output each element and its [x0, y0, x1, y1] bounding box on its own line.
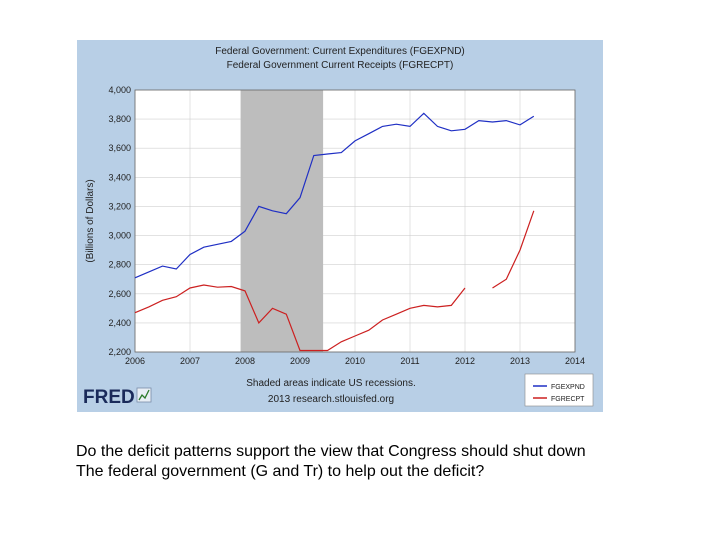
x-tick-label: 2006 [125, 356, 145, 366]
question-line-1: Do the deficit patterns support the view… [76, 443, 586, 460]
legend-label: FGRECPT [551, 396, 585, 403]
x-tick-label: 2010 [345, 356, 365, 366]
source-note: 2013 research.stlouisfed.org [268, 394, 394, 405]
y-tick-label: 3,200 [108, 201, 131, 211]
y-tick-label: 2,400 [108, 318, 131, 328]
fred-logo: FRED [83, 387, 152, 408]
fred-logo-graph-icon [136, 387, 152, 403]
x-tick-label: 2008 [235, 356, 255, 366]
y-tick-label: 3,600 [108, 143, 131, 153]
fred-logo-text: FRED [83, 387, 135, 408]
legend-box [524, 373, 594, 407]
x-tick-label: 2009 [290, 356, 310, 366]
chart-subtitle: Federal Government Current Receipts (FGR… [227, 60, 454, 71]
y-axis-label: (Billions of Dollars) [85, 179, 96, 262]
series-line-fgrecpt [134, 210, 535, 352]
y-tick-label: 3,800 [108, 114, 131, 124]
tick-labels: 4,000 3,800 3,600 3,400 3,200 3,000 2,800 2,600… [108, 85, 585, 366]
legend-label: FGEXPND [551, 384, 585, 391]
chart-title: Federal Government: Current Expenditures… [215, 46, 465, 57]
fred-chart: Federal Government: Current Expenditures… [83, 46, 594, 408]
x-tick-label: 2013 [510, 356, 530, 366]
x-tick-label: 2007 [180, 356, 200, 366]
fred-chart-panel: Federal Government: Current Expenditures… [77, 40, 603, 412]
question-line-2: The federal government (G and Tr) to hel… [76, 463, 485, 480]
y-tick-label: 2,600 [108, 289, 131, 299]
y-tick-label: 4,000 [108, 85, 131, 95]
y-tick-label: 3,000 [108, 231, 131, 241]
plot-border [134, 89, 576, 353]
recession-shading [240, 90, 324, 352]
x-tick-label: 2012 [455, 356, 475, 366]
y-tick-label: 2,800 [108, 260, 131, 270]
y-tick-label: 2,200 [108, 347, 131, 357]
x-tick-label: 2011 [400, 356, 419, 366]
legend: FGEXPND FGRECPT [524, 373, 594, 407]
x-tick-label: 2014 [565, 356, 585, 366]
recession-note: Shaded areas indicate US recessions. [246, 378, 416, 389]
series-line-fgexpnd [134, 112, 535, 279]
y-tick-label: 3,400 [108, 172, 131, 182]
series-lines [134, 89, 576, 353]
